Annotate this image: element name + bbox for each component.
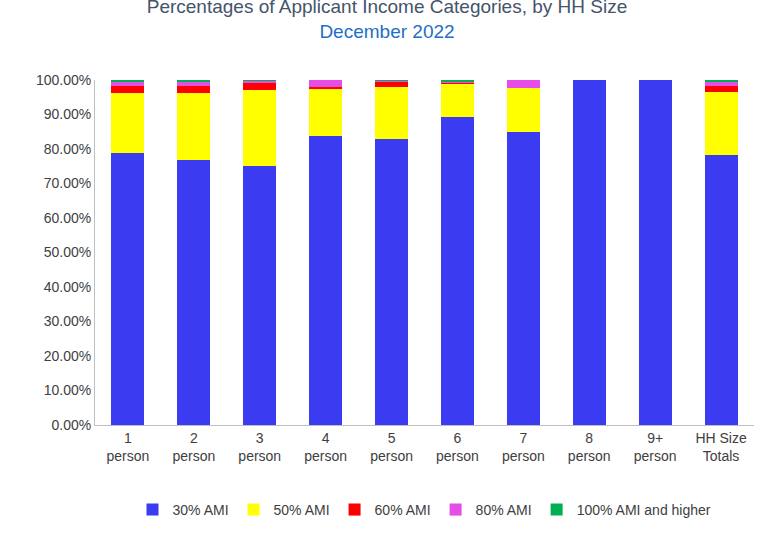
svg-text:40.00%: 40.00%	[44, 279, 91, 295]
svg-text:5person: 5person	[370, 430, 413, 464]
svg-text:10.00%: 10.00%	[44, 382, 91, 398]
svg-text:90.00%: 90.00%	[44, 106, 91, 122]
svg-text:7person: 7person	[502, 430, 545, 464]
svg-text:4person: 4person	[304, 430, 347, 464]
svg-text:8person: 8person	[568, 430, 611, 464]
svg-text:60% AMI: 60% AMI	[375, 502, 431, 518]
svg-text:70.00%: 70.00%	[44, 175, 91, 191]
svg-text:30.00%: 30.00%	[44, 313, 91, 329]
svg-text:60.00%: 60.00%	[44, 210, 91, 226]
svg-text:6person: 6person	[436, 430, 479, 464]
svg-text:100% AMI and higher: 100% AMI and higher	[577, 502, 711, 518]
svg-text:30% AMI: 30% AMI	[173, 502, 229, 518]
svg-text:50.00%: 50.00%	[44, 244, 91, 260]
svg-text:1person: 1person	[107, 430, 150, 464]
svg-text:HH SizeTotals: HH SizeTotals	[695, 430, 747, 464]
svg-text:100.00%: 100.00%	[36, 72, 91, 88]
svg-text:80% AMI: 80% AMI	[476, 502, 532, 518]
svg-text:9+person: 9+person	[634, 430, 677, 464]
svg-text:0.00%: 0.00%	[51, 417, 91, 433]
svg-text:80.00%: 80.00%	[44, 141, 91, 157]
svg-text:50% AMI: 50% AMI	[274, 502, 330, 518]
svg-text:3person: 3person	[238, 430, 281, 464]
svg-text:2person: 2person	[172, 430, 215, 464]
svg-text:Percentages of Applicant Incom: Percentages of Applicant Income Categori…	[147, 0, 628, 42]
svg-text:20.00%: 20.00%	[44, 348, 91, 364]
